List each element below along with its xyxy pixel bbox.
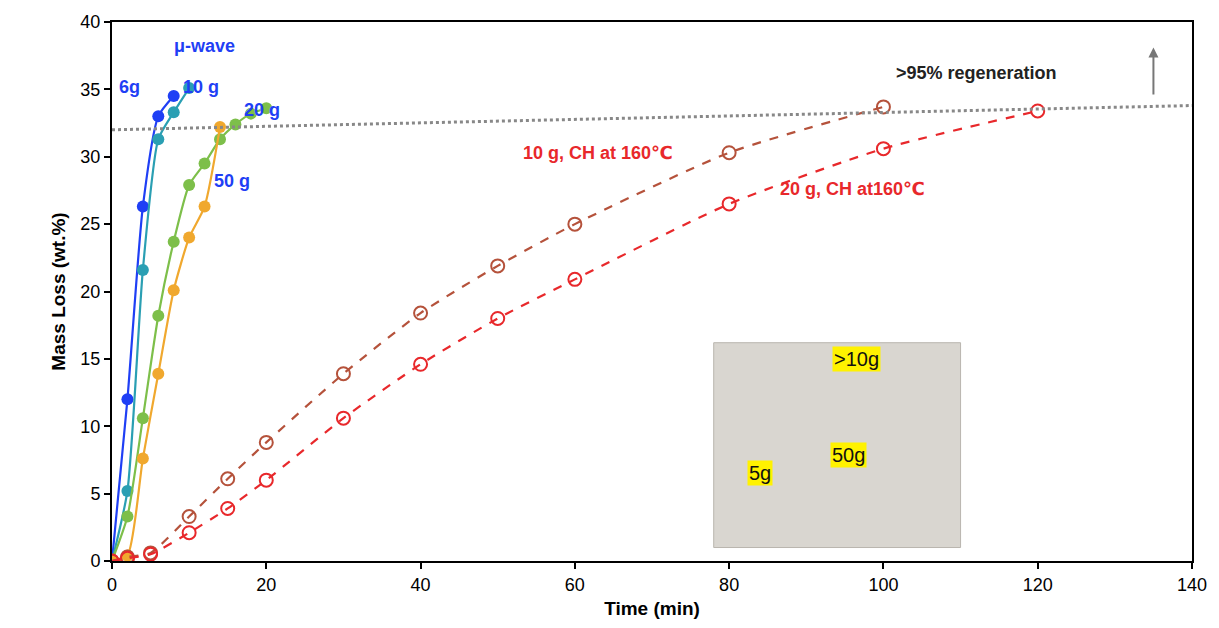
svg-text:50g: 50g [832,444,865,466]
svg-text:μ-wave: μ-wave [174,36,235,56]
svg-text:25: 25 [80,214,100,234]
svg-text:10: 10 [80,417,100,437]
svg-text:0: 0 [90,551,100,571]
svg-text:20 g, CH at160℃: 20 g, CH at160℃ [780,179,925,199]
svg-text:20: 20 [80,282,100,302]
svg-text:Time (min): Time (min) [604,598,700,619]
svg-text:80: 80 [719,575,739,595]
svg-text:120: 120 [1023,575,1053,595]
svg-text:10 g, CH at 160℃: 10 g, CH at 160℃ [523,143,673,163]
svg-text:100: 100 [868,575,898,595]
svg-text:5: 5 [90,484,100,504]
svg-text:Mass Loss (wt.%): Mass Loss (wt.%) [48,212,69,370]
svg-text:>95% regeneration: >95% regeneration [896,63,1057,83]
svg-text:20 g: 20 g [244,100,280,120]
svg-text:140: 140 [1177,575,1207,595]
svg-text:6g: 6g [119,77,140,97]
svg-text:>10g: >10g [834,348,879,370]
svg-text:15: 15 [80,349,100,369]
svg-text:30: 30 [80,147,100,167]
svg-text:5g: 5g [749,462,771,484]
svg-text:0: 0 [107,575,117,595]
svg-text:60: 60 [565,575,585,595]
svg-text:35: 35 [80,80,100,100]
svg-text:40: 40 [80,12,100,32]
svg-text:40: 40 [411,575,431,595]
svg-text:10 g: 10 g [183,77,219,97]
svg-text:50 g: 50 g [214,171,250,191]
svg-text:20: 20 [256,575,276,595]
